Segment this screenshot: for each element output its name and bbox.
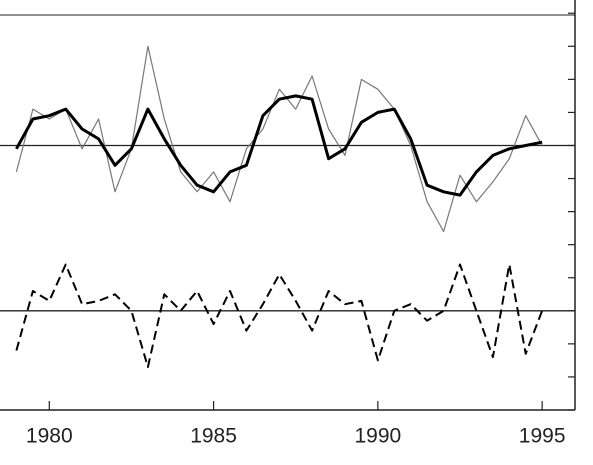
x-tick-label: 1990 [354,425,401,448]
x-tick-label: 1985 [190,425,237,448]
x-tick-label: 1980 [26,425,73,448]
x-tick-label: 1995 [519,425,566,448]
series-line [15,263,544,368]
series-line [15,94,543,197]
series-line [15,45,543,233]
